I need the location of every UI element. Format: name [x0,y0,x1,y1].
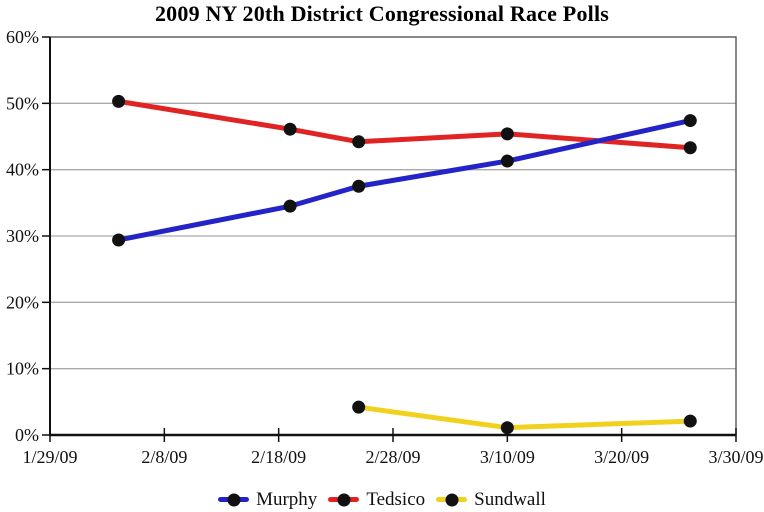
legend-item-murphy: Murphy [218,490,317,509]
legend-item-sundwall: Sundwall [436,490,546,509]
legend-item-tedsico: Tedsico [328,490,425,509]
x-tick-label: 2/8/09 [141,447,187,467]
legend-dot-icon [337,493,351,506]
legend-line-icon [328,493,360,506]
series-line-sundwall [356,404,693,431]
data-point-murphy [683,114,697,128]
data-point-sundwall [500,421,514,435]
y-tick-label: 0% [15,425,39,445]
chart-title: 2009 NY 20th District Congressional Race… [154,1,610,26]
legend-label: Sundwall [474,489,546,510]
x-tick-label: 3/20/09 [594,447,649,467]
y-axis-labels: 0% 10% 20% 30% 40% 50% 60% [6,27,39,445]
y-tick-label: 30% [6,226,39,246]
x-tick-label: 1/29/09 [22,447,77,467]
data-point-tedsico [283,122,297,136]
data-point-tedsico [112,94,126,108]
x-tick-label: 3/10/09 [480,447,535,467]
y-tick-label: 60% [6,27,39,47]
data-point-sundwall [683,414,697,428]
data-point-sundwall [352,400,366,414]
x-tick-label: 2/18/09 [251,447,306,467]
x-tick-label: 3/30/09 [708,447,763,467]
legend-dot-icon [227,493,241,506]
x-axis-labels: 1/29/09 2/8/09 2/18/09 2/28/09 3/10/09 3/20/0… [22,447,763,467]
legend-line-icon [218,493,250,506]
data-series [112,94,697,435]
y-tick-label: 50% [6,93,39,113]
data-point-murphy [112,233,126,247]
legend-line-icon [436,493,468,506]
data-point-murphy [283,199,297,213]
y-tick-label: 20% [6,292,39,312]
legend-label: Murphy [256,489,318,510]
legend: Murphy Tedsico Sundwall [0,490,764,509]
axis-ticks [42,36,737,442]
data-point-tedsico [500,127,514,141]
legend-label: Tedsico [366,489,426,510]
data-point-tedsico [352,135,366,149]
x-tick-label: 2/28/09 [365,447,420,467]
y-tick-label: 10% [6,359,39,379]
legend-dot-icon [445,493,459,506]
y-tick-label: 40% [6,160,39,180]
data-point-tedsico [683,141,697,155]
gridlines [50,102,736,370]
data-point-murphy [352,179,366,193]
data-point-murphy [500,154,514,168]
